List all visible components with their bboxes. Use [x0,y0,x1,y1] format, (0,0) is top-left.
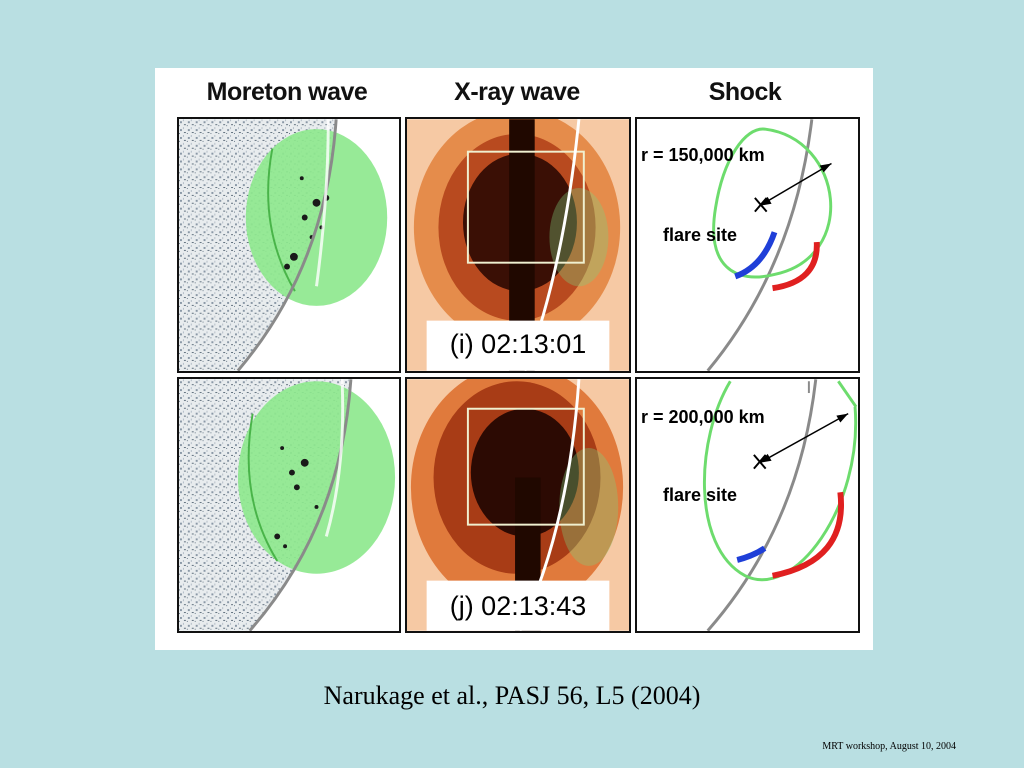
moreton-wave-image [179,379,399,631]
shock-radius-label-1: r = 150,000 km [641,145,765,165]
moreton-panel-2 [177,377,401,633]
xray-panel-2: (j) 02:13:43 [405,377,631,633]
shock-diagram [706,119,833,371]
flare-site-label-2: flare site [663,485,738,505]
moreton-wave-image [179,119,399,371]
flare-site-label-1: flare site [663,225,738,245]
xray-wave-image [407,119,629,371]
shock-diagram [703,379,858,631]
shock-panel-2: r = 200,000 km flare site [635,377,860,633]
shock-radius-label-2: r = 200,000 km [641,407,765,427]
shock-panel-1: r = 150,000 km flare site [635,117,860,373]
column-title-xray: X-ray wave [454,78,580,106]
column-title-moreton: Moreton wave [206,78,368,106]
slide-footer: MRT workshop, August 10, 2004 [822,741,956,752]
moreton-panel-1 [177,117,401,373]
column-title-shock: Shock [708,78,782,106]
time-label-1: (i) 02:13:01 [449,329,587,359]
xray-panel-1: (i) 02:13:01 [405,117,631,373]
figure-caption: Narukage et al., PASJ 56, L5 (2004) [323,681,701,710]
time-label-2: (j) 02:13:43 [449,591,587,621]
xray-wave-image [407,379,629,631]
figure-image: Moreton wave X-ray wave Shock [155,68,873,650]
